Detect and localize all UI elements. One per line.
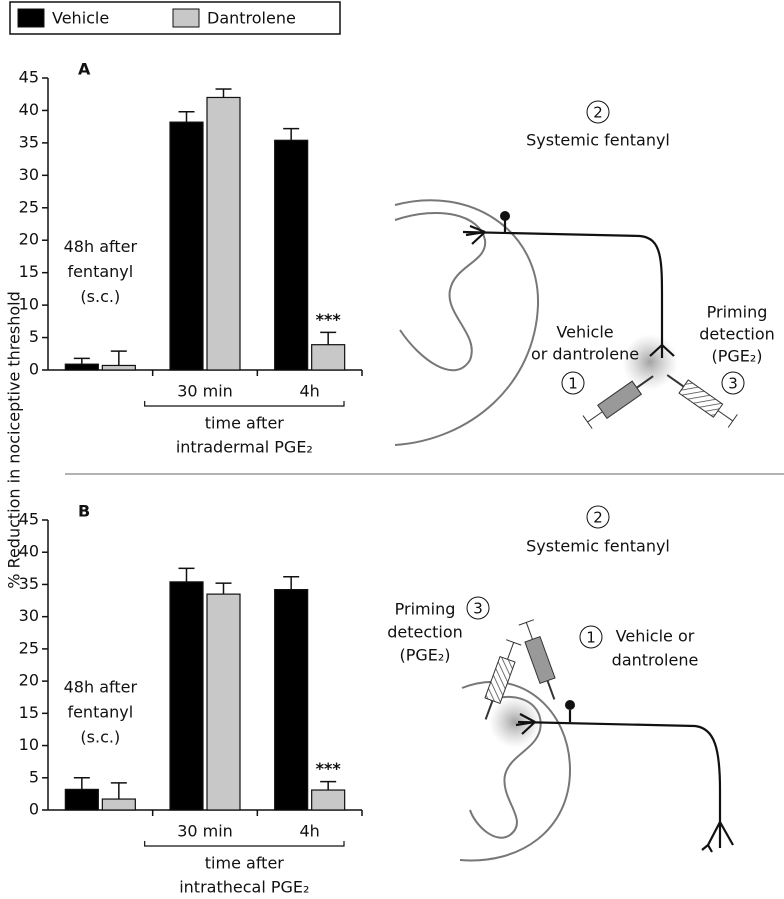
- diagram-label: Systemic fentanyl: [526, 131, 670, 150]
- group-note: fentanyl: [67, 262, 133, 281]
- y-tick-label: 20: [19, 230, 39, 249]
- y-tick-label: 5: [29, 767, 39, 786]
- bar: [101, 364, 136, 371]
- y-tick-label: 40: [19, 542, 39, 561]
- bar: [274, 588, 309, 811]
- diagram-label: Vehicle or: [616, 627, 695, 646]
- bar: [64, 363, 99, 371]
- x-axis-label: time after: [205, 854, 285, 873]
- x-bracket: [144, 841, 345, 847]
- nerve-ending: [565, 700, 575, 710]
- y-tick-label: 25: [19, 638, 39, 657]
- step-number: 3: [473, 600, 483, 618]
- y-tick-label: 30: [19, 606, 39, 625]
- bar: [274, 139, 309, 371]
- legend-label: Vehicle: [52, 9, 109, 28]
- diagram-label: or dantrolene: [531, 345, 639, 364]
- diagram-b: 2 Systemic fentanyl Priming detection (P…: [387, 505, 734, 862]
- significance: ***: [316, 759, 342, 778]
- y-tick-label: 15: [19, 262, 39, 281]
- diagram-label: (PGE₂): [399, 646, 450, 665]
- y-tick-label: 10: [19, 735, 39, 754]
- step-number: 1: [586, 629, 596, 647]
- y-tick-label: 25: [19, 197, 39, 216]
- nerve-ending: [500, 211, 510, 221]
- diagram-label: detection: [699, 325, 775, 344]
- y-tick-label: 10: [19, 295, 39, 314]
- x-axis-label: time after: [205, 414, 285, 433]
- y-tick-label: 15: [19, 703, 39, 722]
- bar: [101, 798, 136, 811]
- y-tick-label: 40: [19, 100, 39, 119]
- x-axis-label: intrathecal PGE₂: [179, 878, 309, 897]
- y-tick-label: 45: [19, 510, 39, 529]
- syringe-pge2: [666, 374, 738, 428]
- panel-label: B: [78, 502, 90, 521]
- diagram-label: (PGE₂): [711, 347, 762, 366]
- x-tick-label: 30 min: [177, 822, 233, 841]
- nerve: [462, 230, 664, 345]
- diagram-label: dantrolene: [612, 651, 699, 670]
- diagram-label: Vehicle: [556, 323, 613, 342]
- injection-site: [489, 696, 541, 748]
- step-number: 2: [593, 104, 603, 122]
- x-tick-label: 30 min: [177, 382, 233, 401]
- x-bracket: [144, 401, 345, 407]
- significance: ***: [316, 310, 342, 329]
- group-note: (s.c.): [80, 287, 120, 306]
- y-tick-label: 5: [29, 327, 39, 346]
- diagram-label: detection: [387, 623, 463, 642]
- panel-label: A: [78, 60, 91, 79]
- group-note: fentanyl: [67, 703, 133, 722]
- diagram-label: Priming: [707, 303, 768, 322]
- bar: [169, 581, 204, 811]
- group-note: 48h after: [64, 678, 138, 697]
- y-tick-label: 0: [29, 360, 39, 379]
- step-circle: [586, 100, 610, 124]
- step-number: 1: [568, 375, 578, 393]
- legend-label: Dantrolene: [207, 9, 296, 28]
- y-tick-label: 30: [19, 165, 39, 184]
- step-circle: [561, 371, 585, 395]
- step-circle: [466, 596, 490, 620]
- x-tick-label: 4h: [300, 822, 320, 841]
- group-note: 48h after: [64, 237, 138, 256]
- bar: [206, 593, 241, 811]
- y-tick-label: 35: [19, 574, 39, 593]
- group-note: (s.c.): [80, 728, 120, 747]
- step-number: 2: [593, 509, 603, 527]
- y-tick-label: 35: [19, 132, 39, 151]
- step-circle: [586, 505, 610, 529]
- bar: [206, 96, 241, 371]
- spinal-cord: [394, 199, 540, 446]
- step-number: 3: [728, 375, 738, 393]
- bar: [169, 121, 204, 371]
- x-tick-label: 4h: [300, 382, 320, 401]
- spinal-cord: [459, 681, 572, 862]
- y-axis-label: % Reduction in nociceptive threshold: [5, 291, 24, 588]
- bar: [311, 344, 346, 371]
- y-tick-label: 0: [29, 800, 39, 819]
- step-circle: [579, 625, 603, 649]
- x-axis-label: intradermal PGE₂: [176, 438, 313, 457]
- syringe-pge2: [484, 639, 522, 720]
- gray-matter: [394, 212, 487, 372]
- nerve: [517, 720, 722, 822]
- bar: [64, 788, 99, 811]
- syringe-vehicle: [518, 619, 556, 700]
- nerve-branch: [515, 710, 734, 853]
- nerve-branch: [465, 220, 675, 358]
- legend-swatch: [172, 8, 200, 28]
- diagram-a: 2 Systemic fentanyl Vehicle or dantrolen…: [394, 100, 775, 446]
- legend-box: [9, 1, 341, 35]
- diagram-label: Priming: [395, 600, 456, 619]
- y-tick-label: 20: [19, 671, 39, 690]
- syringe-vehicle: [582, 375, 654, 429]
- step-circle: [721, 371, 745, 395]
- y-tick-label: 45: [19, 68, 39, 87]
- legend-swatch: [17, 8, 45, 28]
- bar: [311, 789, 346, 811]
- diagram-label: Systemic fentanyl: [526, 537, 670, 556]
